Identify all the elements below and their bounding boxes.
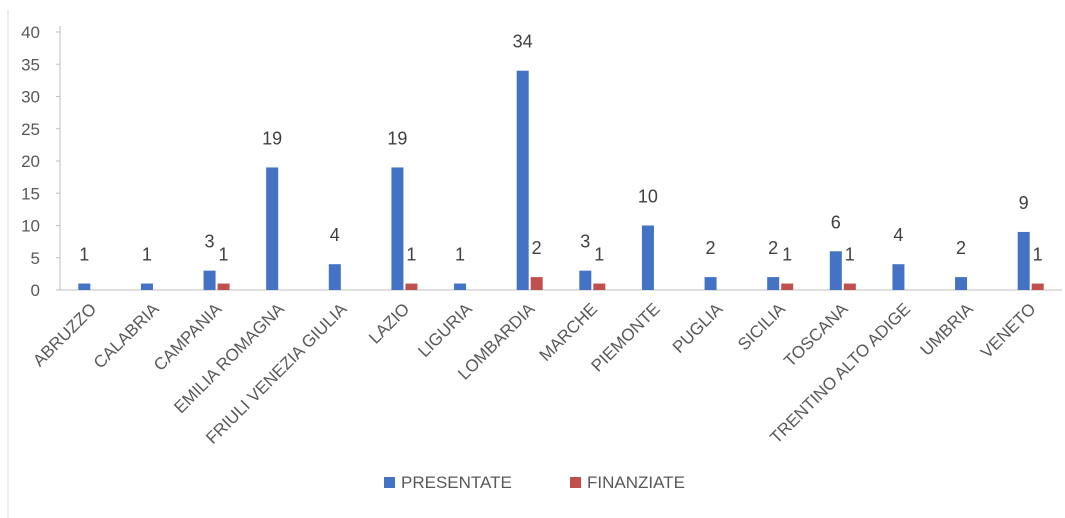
data-label-finanziate: 1 — [594, 245, 604, 265]
bar-presentate — [328, 264, 341, 290]
data-label-finanziate: 2 — [532, 238, 542, 258]
x-category-label: VENETO — [977, 299, 1040, 362]
bar-presentate — [579, 270, 592, 290]
y-tick-label: 40 — [21, 23, 40, 42]
y-tick-label: 0 — [31, 281, 40, 300]
data-label-finanziate: 1 — [219, 245, 229, 265]
y-tick-label: 5 — [31, 249, 40, 268]
bar-presentate — [266, 167, 279, 290]
bar-presentate — [78, 283, 91, 290]
x-category-label: LAZIO — [365, 299, 413, 347]
data-label-presentate: 1 — [79, 245, 89, 265]
data-label-presentate: 19 — [262, 128, 282, 148]
bar-presentate — [140, 283, 153, 290]
data-label-presentate: 1 — [455, 245, 465, 265]
x-category-label: LIGURIA — [414, 299, 476, 361]
y-tick-label: 35 — [21, 55, 40, 74]
data-label-finanziate: 1 — [782, 245, 792, 265]
legend-swatch — [570, 477, 581, 488]
data-label-presentate: 4 — [893, 225, 903, 245]
data-label-presentate: 9 — [1019, 193, 1029, 213]
bar-finanziate — [1031, 283, 1044, 290]
bar-finanziate — [217, 283, 230, 290]
data-label-presentate: 2 — [956, 238, 966, 258]
data-label-presentate: 3 — [205, 232, 215, 252]
data-label-presentate: 19 — [387, 128, 407, 148]
y-tick-label: 15 — [21, 184, 40, 203]
bar-presentate — [767, 277, 780, 290]
data-label-finanziate: 1 — [406, 245, 416, 265]
data-label-presentate: 2 — [706, 238, 716, 258]
data-label-presentate: 3 — [580, 232, 590, 252]
x-category-label: EMILIA ROMAGNA — [170, 299, 288, 417]
bar-presentate — [454, 283, 467, 290]
data-label-presentate: 2 — [768, 238, 778, 258]
data-label-finanziate: 1 — [845, 245, 855, 265]
bar-finanziate — [781, 283, 794, 290]
legend-swatch — [384, 477, 395, 488]
legend-label: FINANZIATE — [587, 473, 685, 492]
bar-finanziate — [593, 283, 606, 290]
y-axis: 0 5 10 15 20 25 30 35 40 — [7, 10, 61, 518]
x-category-label: SICILIA — [734, 299, 789, 354]
legend-label: PRESENTATE — [401, 473, 512, 492]
bar-presentate — [1017, 231, 1030, 290]
bar-finanziate — [530, 277, 543, 290]
y-tick-label: 10 — [21, 217, 40, 236]
data-label-presentate: 1 — [142, 245, 152, 265]
bar-presentate — [641, 225, 654, 290]
bar-presentate — [516, 70, 529, 290]
legend: PRESENTATE FINANZIATE — [384, 473, 685, 492]
bar-presentate — [892, 264, 905, 290]
y-tick-label: 30 — [21, 88, 40, 107]
x-category-label: MARCHE — [536, 299, 602, 365]
data-label-presentate: 10 — [638, 187, 658, 207]
bar-presentate — [955, 277, 968, 290]
bar-presentate — [704, 277, 717, 290]
data-label-finanziate: 1 — [1033, 245, 1043, 265]
x-category-label: PUGLIA — [669, 299, 727, 357]
data-label-presentate: 34 — [513, 32, 533, 52]
y-tick-label: 20 — [21, 152, 40, 171]
y-tick-label: 25 — [21, 120, 40, 139]
data-label-presentate: 6 — [831, 212, 841, 232]
data-label-presentate: 4 — [330, 225, 340, 245]
bars — [78, 70, 1044, 290]
bar-finanziate — [843, 283, 856, 290]
bar-presentate — [829, 251, 842, 290]
bar-presentate — [203, 270, 216, 290]
x-category-label: UMBRIA — [917, 299, 978, 360]
bar-finanziate — [405, 283, 418, 290]
bar-presentate — [391, 167, 404, 290]
